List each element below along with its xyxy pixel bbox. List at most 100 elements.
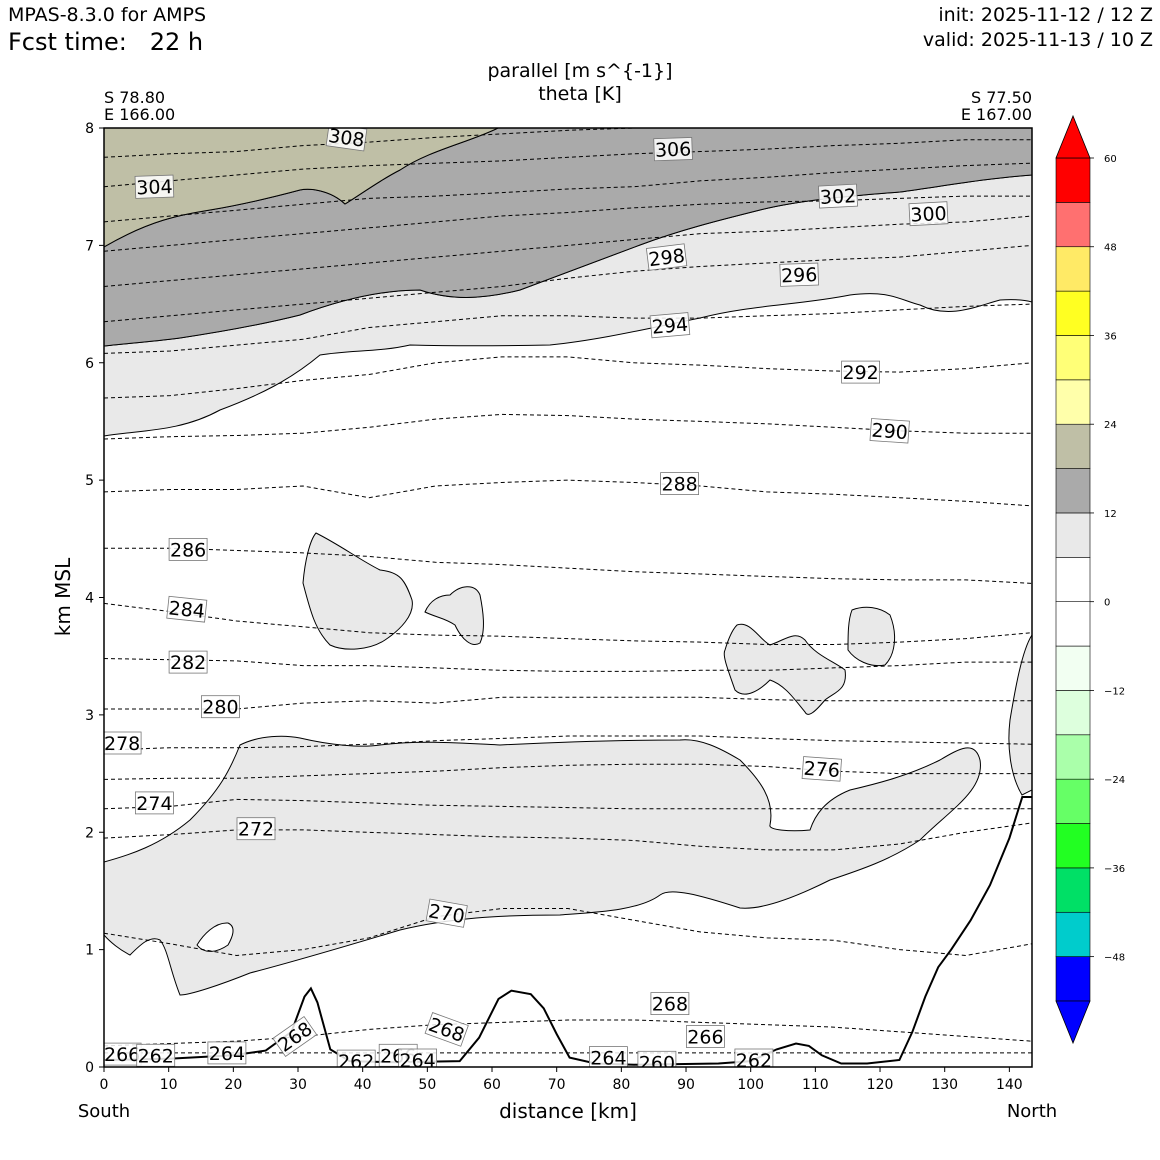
colorbar-segment (1055, 379, 1091, 425)
contour-label-box (589, 1046, 628, 1067)
contour-label-box (134, 791, 174, 815)
colorbar-segment (1055, 601, 1091, 647)
shade-blob-right-b (847, 606, 896, 667)
contour-label-286: 286 (168, 538, 208, 561)
contour-label-text: 298 (647, 245, 686, 271)
colorbar-segment (1055, 911, 1091, 957)
shade-band-18-24 (104, 128, 499, 248)
contour-label-box (424, 1012, 469, 1047)
x-tick-label: 60 (483, 1077, 501, 1093)
x-tick-label: 80 (612, 1077, 630, 1093)
chart-subtitle: theta [K] (538, 83, 622, 105)
theta-contour-294 (104, 303, 1032, 354)
model-title: MPAS-8.3.0 for AMPS (8, 4, 207, 26)
contour-label-text: 262 (138, 1045, 174, 1067)
contour-label-box (325, 128, 368, 152)
shade-blob-far-right (1008, 634, 1032, 796)
contour-label-box (645, 243, 688, 271)
contour-label-box (650, 992, 690, 1015)
contour-label-box (134, 174, 175, 199)
colorbar-over-triangle (1055, 114, 1091, 159)
shade-blob-mid-center (424, 586, 484, 645)
colorbar-tick-label: −12 (1104, 686, 1125, 697)
contour-label-box (425, 898, 468, 928)
contour-label-text: 284 (168, 597, 206, 623)
colorbar: 60 48 36 24 12 0 −12 −24 −36 −48 (1055, 114, 1125, 1045)
theta-contour-278 (104, 735, 1032, 751)
theta-contour-306 (104, 128, 1032, 158)
colorbar-segment (1055, 690, 1091, 736)
axes-layer: 0 10 20 30 40 50 60 70 80 90 100 110 120 130 140 0 1 2 3 4 5… (85, 121, 1023, 1093)
y-tick-label: 7 (85, 238, 94, 254)
contour-label-text: 264 (590, 1048, 626, 1070)
colorbar-segment (1055, 734, 1091, 780)
colorbar-segment (1055, 335, 1091, 381)
contour-label-268: 268 (650, 992, 690, 1016)
contour-label-294: 294 (649, 312, 691, 339)
x-tick-label: 110 (802, 1077, 829, 1093)
contour-label-260: 260 (637, 1050, 677, 1074)
colorbar-segment (1055, 557, 1091, 602)
plot-area: 308 306 304 302 300 298 296 294 292 290 288 286 284 2… (103, 125, 1033, 1074)
colorbar-segment (1055, 867, 1091, 913)
contour-label-text: 260 (639, 1052, 675, 1074)
contour-label-262: 262 (136, 1043, 176, 1067)
contour-label-text: 308 (327, 125, 366, 152)
contour-label-268: 268 (272, 1016, 318, 1057)
right-point-lon: E 167.00 (961, 105, 1032, 124)
colorbar-tick-label: −24 (1104, 775, 1125, 786)
colorbar-under-triangle (1055, 1000, 1091, 1045)
contour-label-262: 262 (734, 1048, 774, 1067)
contour-label-text: 268 (652, 994, 688, 1016)
contour-label-box (660, 472, 699, 496)
contour-label-282: 282 (168, 650, 208, 674)
contour-label-280: 280 (200, 695, 240, 719)
x-tick-label: 90 (677, 1077, 695, 1093)
contour-label-274: 274 (134, 791, 174, 815)
contour-label-text: 264 (399, 1050, 435, 1072)
contour-label-box (686, 1025, 725, 1048)
colorbar-tick-label: 24 (1104, 420, 1117, 431)
contour-label-text: 266 (687, 1027, 723, 1049)
colorbar-segment (1055, 202, 1091, 248)
valid-time: valid: 2025-11-13 / 10 Z (922, 29, 1153, 51)
contour-label-text: 300 (910, 203, 947, 227)
contour-label-box (779, 262, 819, 287)
x-axis-label: distance [km] (499, 1099, 637, 1123)
colorbar-segment (1055, 823, 1091, 869)
contour-label-layer: 308 306 304 302 300 298 296 294 292 290 288 286 284 2… (104, 125, 949, 1074)
north-label: North (1007, 1101, 1057, 1122)
contour-label-text: 272 (238, 819, 274, 841)
contour-label-text: 296 (781, 264, 818, 287)
contour-label-text: 288 (661, 474, 697, 496)
theta-contour-286 (104, 547, 1032, 584)
contour-label-box (398, 1048, 438, 1067)
colorbar-segment (1055, 468, 1091, 514)
contour-label-box (104, 731, 142, 755)
contour-label-292: 292 (841, 360, 880, 384)
contour-label-298: 298 (645, 243, 688, 271)
contour-label-box (168, 538, 208, 561)
x-tick-label: 100 (737, 1077, 764, 1093)
colorbar-segment (1055, 645, 1091, 691)
colorbar-tick-label: 60 (1104, 154, 1117, 165)
colorbar-tick-label: −48 (1104, 953, 1125, 964)
contour-label-text: 278 (104, 733, 140, 755)
y-tick-label: 5 (85, 473, 94, 489)
theta-contour-266 (104, 1019, 1032, 1047)
contour-label-box (637, 1050, 677, 1067)
x-tick-label: 40 (354, 1077, 372, 1093)
contour-label-304: 304 (134, 174, 175, 199)
contour-label-302: 302 (818, 183, 858, 209)
south-label: South (78, 1101, 130, 1122)
theta-contour-284 (104, 602, 1032, 645)
theta-contour-274 (104, 798, 1032, 810)
contour-label-text: 280 (202, 697, 238, 719)
contour-label-276: 276 (801, 756, 842, 782)
contour-label-text: 268 (426, 1014, 468, 1047)
contour-label-text: 306 (655, 138, 692, 161)
contour-label-290: 290 (869, 418, 910, 444)
shade-band-lower (104, 735, 981, 996)
theta-contour-302 (104, 162, 1032, 223)
contour-label-text: 292 (842, 362, 878, 384)
